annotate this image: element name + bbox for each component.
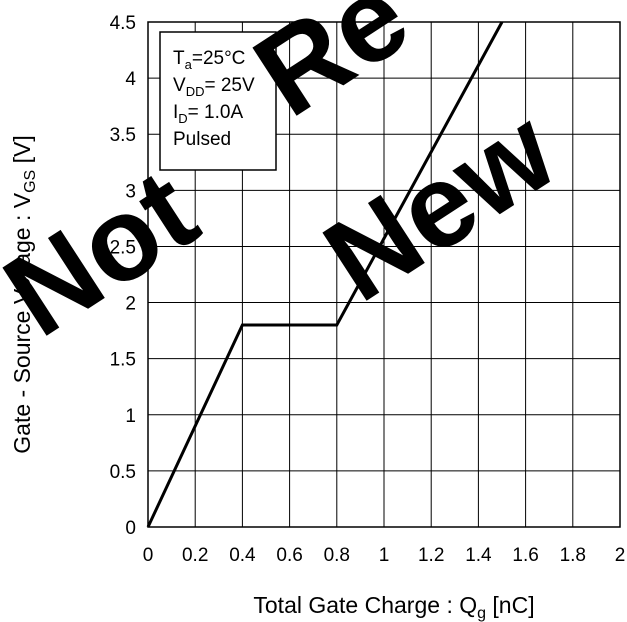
condition-main: I	[173, 102, 178, 123]
y-tick-label: 4	[125, 69, 136, 90]
conditions-box-frame	[159, 31, 277, 171]
y-tick-label: 3	[125, 181, 136, 202]
y-tick-label: 0	[125, 518, 136, 539]
condition-sub: D	[178, 111, 187, 126]
x-axis-label-sub: g	[477, 605, 486, 622]
condition-line-3: Pulsed	[173, 129, 231, 150]
x-tick-label: 0.8	[324, 545, 350, 566]
series-layer	[146, 21, 504, 528]
y-axis-label: Gate - Source Voltage : VGS [V]	[9, 135, 39, 453]
condition-line-0: Ta=25°C	[173, 48, 245, 72]
y-axis-label-unit: [V]	[9, 135, 35, 170]
x-tick-label: 1	[379, 545, 390, 566]
condition-line-2: ID= 1.0A	[173, 102, 243, 126]
y-tick-label: 1.5	[110, 350, 136, 371]
y-axis-ticks: 0 0.5 1 1.5 2 2.5 3 3.5 4 4.5	[110, 13, 137, 539]
y-axis-label-main: Gate - Source Voltage : V	[9, 192, 35, 453]
condition-main: V	[173, 75, 186, 96]
x-tick-label: 0.2	[182, 545, 208, 566]
y-tick-label: 2	[125, 294, 136, 315]
y-tick-label: 4.5	[110, 13, 136, 34]
y-tick-label: 2.5	[110, 237, 136, 258]
x-tick-label: 1.6	[512, 545, 538, 566]
x-tick-label: 1.8	[560, 545, 586, 566]
x-tick-label: 1.4	[465, 545, 492, 566]
x-axis-label-unit: [nC]	[486, 592, 535, 618]
condition-sub: DD	[186, 84, 205, 99]
grid	[147, 21, 621, 528]
x-axis-ticks: 0 0.2 0.4 0.6 0.8 1 1.2 1.4 1.6 1.8 2	[143, 545, 626, 566]
x-tick-label: 1.2	[418, 545, 444, 566]
condition-main: Pulsed	[173, 129, 231, 150]
watermark-word-2: New	[302, 83, 578, 327]
y-tick-label: 1	[125, 406, 136, 427]
condition-value: =25°C	[192, 48, 246, 69]
y-tick-label: 0.5	[110, 462, 136, 483]
series-line-0	[146, 21, 504, 528]
condition-value: = 25V	[204, 75, 255, 96]
x-axis-label-main: Total Gate Charge : Q	[253, 592, 477, 618]
condition-sub: a	[185, 57, 193, 72]
condition-main: T	[173, 48, 185, 69]
y-tick-label: 3.5	[110, 125, 136, 146]
conditions-box: Ta=25°C VDD= 25V ID= 1.0A Pulsed	[159, 31, 277, 171]
y-axis-label-sub: GS	[22, 170, 39, 193]
x-tick-label: 0.4	[229, 545, 256, 566]
condition-line-1: VDD= 25V	[173, 75, 255, 99]
x-tick-label: 0.6	[276, 545, 302, 566]
x-tick-label: 0	[143, 545, 154, 566]
plot-frame	[147, 21, 621, 528]
x-tick-label: 2	[615, 545, 626, 566]
condition-value: = 1.0A	[188, 102, 244, 123]
x-axis-label: Total Gate Charge : Qg [nC]	[253, 592, 534, 622]
